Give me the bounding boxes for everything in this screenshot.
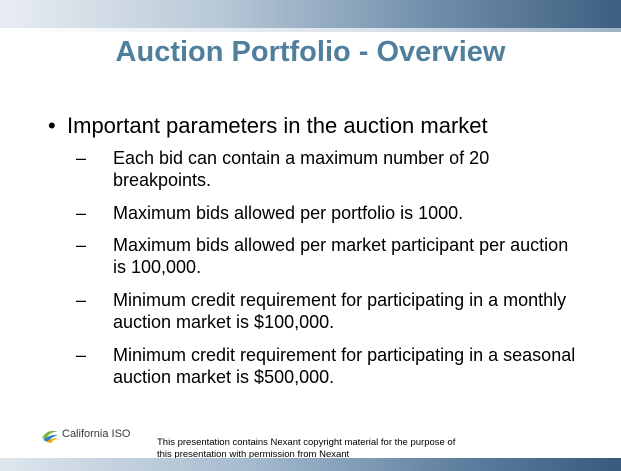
sub-bullet-text: Minimum credit requirement for participa… <box>113 290 567 332</box>
bottom-band <box>0 458 621 471</box>
dash: – <box>76 203 87 223</box>
logo-text: California ISO <box>62 428 131 440</box>
dash: – <box>76 148 87 168</box>
dash: – <box>76 345 87 365</box>
slide-title: Auction Portfolio - Overview <box>115 36 506 68</box>
top-band <box>0 0 621 30</box>
bullet-text: Important parameters in the auction mark… <box>67 113 488 138</box>
footer-note: This presentation contains Nexant copyri… <box>157 437 456 460</box>
logo: California ISO <box>40 426 190 446</box>
sub-bullet-text: Each bid can contain a maximum number of… <box>113 148 490 190</box>
dash: – <box>76 290 87 310</box>
top-band-highlight <box>0 28 621 32</box>
sub-bullet-text: Maximum bids allowed per portfolio is 10… <box>113 203 464 223</box>
bullet-dot: • <box>48 113 56 138</box>
dash: – <box>76 235 87 255</box>
sub-bullet-text: Maximum bids allowed per market particip… <box>113 235 569 277</box>
sub-bullet-text: Minimum credit requirement for participa… <box>113 345 576 387</box>
logo-icon <box>42 430 58 443</box>
